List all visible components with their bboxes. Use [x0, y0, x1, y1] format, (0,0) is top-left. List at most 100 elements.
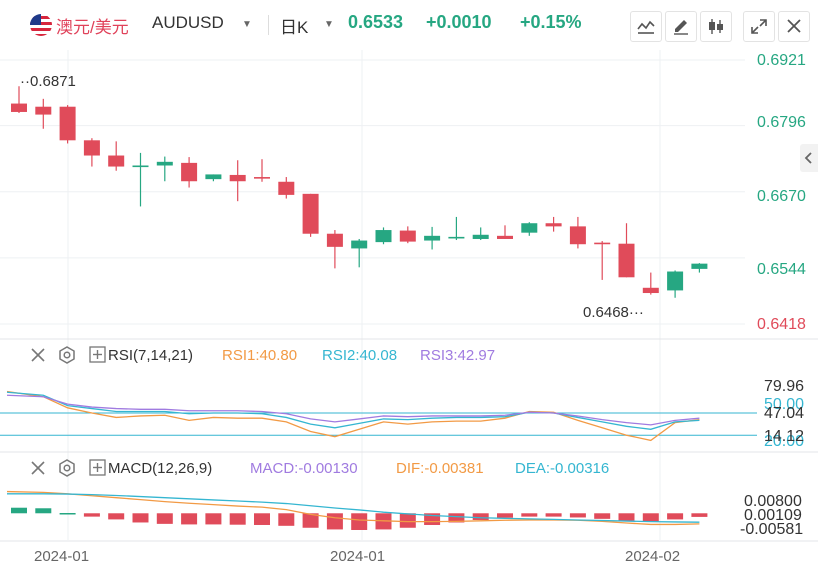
rsi2-value: RSI2:40.08 [322, 347, 398, 364]
x-tick-label: 2024-01 [330, 548, 386, 565]
period-selector[interactable]: 日K [280, 18, 309, 37]
price-change: +0.0010 [426, 12, 492, 32]
candle-body [399, 230, 416, 242]
settings-icon[interactable] [58, 459, 76, 482]
macd-tick-label: 0.00109 [744, 507, 802, 524]
price-change-pct: +0.15% [520, 12, 582, 32]
macd-histogram-bar [351, 513, 368, 530]
chart-header: 澳元/美元 AUDUSD ▼ 日K ▼ 0.6533 +0.0010 +0.15… [0, 0, 818, 50]
candle-body [254, 177, 270, 179]
candle-body [375, 230, 392, 243]
macd-histogram-bar [594, 513, 611, 519]
rsi-series-line [6, 391, 700, 430]
macd-histogram-bar [399, 513, 416, 528]
rsi3-value: RSI3:42.97 [420, 347, 496, 364]
macd-tick-label: 0.00800 [744, 493, 802, 510]
macd-value: MACD:-0.00130 [250, 460, 358, 477]
dif-line [6, 490, 700, 526]
macd-histogram-bar [35, 508, 52, 514]
candle-body [59, 106, 76, 141]
x-tick-label: 2024-02 [625, 548, 681, 565]
macd-histogram-bar [545, 513, 562, 517]
macd-histogram-bar [205, 513, 222, 525]
candle-body [448, 236, 465, 239]
line-chart-icon [637, 20, 655, 34]
add-indicator-icon[interactable] [89, 346, 106, 368]
macd-histogram-bar [181, 513, 198, 525]
candle-body [472, 234, 489, 239]
macd-histogram-bar [569, 513, 586, 518]
candle-body [594, 242, 611, 245]
candle-body [205, 174, 222, 180]
macd-histogram-bar [424, 513, 441, 525]
candle-body [156, 161, 173, 166]
macd-histogram-bar [108, 513, 125, 520]
settings-icon[interactable] [58, 346, 76, 369]
rsi-tick-label: 79.96 [764, 378, 805, 395]
candle-style-button[interactable] [700, 11, 732, 42]
rsi-tick-label: 14.12 [764, 428, 805, 445]
macd-histogram-bar [521, 513, 538, 517]
candle-body [545, 223, 562, 227]
macd-histogram-bar [11, 507, 27, 514]
close-button[interactable] [778, 11, 810, 42]
close-icon [787, 19, 801, 33]
y-tick-label: 0.6418 [757, 316, 806, 333]
macd-title: MACD(12,26,9) [108, 460, 213, 477]
candle-body [569, 226, 586, 245]
collapse-panel-button[interactable] [800, 144, 818, 172]
candle-body [11, 103, 27, 112]
macd-histogram-bar [254, 513, 270, 525]
macd-histogram-bar [302, 513, 319, 528]
candlestick-icon [709, 19, 723, 34]
macd-histogram-bar [642, 513, 659, 522]
candle-body [278, 181, 295, 195]
add-indicator-icon[interactable] [89, 459, 106, 481]
high-annotation: ··0.6871 [20, 73, 76, 90]
candle-body [521, 223, 538, 233]
y-tick-label: 0.6544 [757, 261, 806, 278]
y-tick-label: 0.6670 [757, 188, 806, 205]
dea-value: DEA:-0.00316 [515, 460, 610, 477]
symbol-code[interactable]: AUDUSD [152, 13, 224, 32]
macd-histogram-bar [691, 513, 708, 517]
macd-histogram-bar [448, 513, 465, 523]
fullscreen-button[interactable] [743, 11, 775, 42]
expand-icon [751, 19, 767, 34]
candle-body [229, 174, 246, 182]
dea-line [7, 493, 700, 523]
macd-histogram-bar [472, 513, 489, 520]
symbol-dropdown-icon[interactable]: ▼ [242, 19, 252, 30]
rsi-tick-label: 47.04 [764, 405, 805, 422]
rsi1-value: RSI1:40.80 [222, 347, 298, 364]
macd-tick-label: -0.00581 [740, 521, 804, 538]
macd-histogram-bar [132, 513, 149, 523]
candle-body [326, 233, 343, 247]
macd-histogram-bar [618, 513, 635, 521]
symbol-name-cn[interactable]: 澳元/美元 [56, 18, 129, 37]
y-tick-label: 0.6921 [757, 52, 806, 69]
macd-histogram-bar [326, 513, 343, 530]
low-label: 0.6468 [583, 304, 629, 321]
chevron-left-icon [804, 152, 812, 164]
line-chart-button[interactable] [630, 11, 662, 42]
last-price: 0.6533 [348, 12, 404, 32]
period-dropdown-icon[interactable]: ▼ [324, 19, 334, 30]
rsi-tick-label: 20.00 [764, 433, 805, 450]
candle-body [181, 162, 198, 182]
macd-histogram-bar [667, 513, 684, 520]
rsi-series-line [6, 394, 700, 426]
australia-flag-icon [30, 14, 52, 36]
candle-body [618, 243, 635, 278]
rsi-series-line [6, 390, 700, 442]
macd-histogram-bar [59, 513, 76, 515]
low-annotation: 0.6468··· [583, 304, 644, 321]
draw-button[interactable] [665, 11, 697, 42]
close-indicator-icon[interactable] [30, 460, 46, 481]
macd-histogram-bar [497, 513, 513, 518]
candle-body [691, 263, 708, 269]
rsi-title: RSI(7,14,21) [108, 347, 194, 364]
candle-body [108, 155, 125, 167]
close-indicator-icon[interactable] [30, 347, 46, 368]
